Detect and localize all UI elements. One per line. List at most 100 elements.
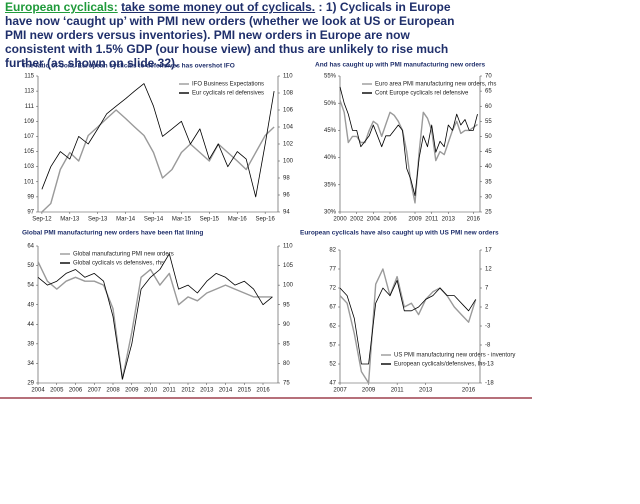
legend-label: Global manufacturing PMI new orders bbox=[73, 252, 174, 258]
y-tick-label: 59 bbox=[27, 263, 34, 269]
y-tick-label: 34 bbox=[27, 361, 34, 367]
y-tick-label: 67 bbox=[329, 305, 336, 311]
y-tick-label: 52 bbox=[329, 362, 336, 368]
heading-body: : 1) Cyclicals in Europe have now ‘caugh… bbox=[5, 0, 455, 70]
y-tick-label: 55% bbox=[324, 74, 337, 80]
x-tick-label: 2009 bbox=[125, 388, 139, 394]
x-tick-label: 2008 bbox=[106, 388, 120, 394]
x-tick-label: 2010 bbox=[144, 388, 158, 394]
y2-tick-label: 100 bbox=[283, 159, 294, 165]
y-tick-label: 101 bbox=[24, 179, 35, 185]
legend-label: US PMI manufacturing new orders - invent… bbox=[394, 353, 515, 359]
y2-tick-label: 106 bbox=[283, 108, 294, 114]
x-tick-label: 2009 bbox=[408, 217, 422, 223]
y-tick-label: 40% bbox=[324, 155, 337, 161]
x-tick-label: 2011 bbox=[163, 388, 177, 394]
chart-title: Global PMI manufacturing new orders have… bbox=[22, 230, 203, 237]
y-tick-label: 103 bbox=[24, 164, 35, 170]
y-tick-label: 82 bbox=[329, 248, 336, 254]
x-tick-label: 2016 bbox=[467, 217, 481, 223]
y2-tick-label: -18 bbox=[485, 381, 494, 387]
series-line bbox=[339, 99, 478, 204]
legend-label: IFO Business Expectations bbox=[192, 82, 264, 88]
x-tick-label: 2004 bbox=[367, 217, 381, 223]
x-tick-label: Sep-12 bbox=[32, 217, 52, 223]
y2-tick-label: 90 bbox=[283, 322, 290, 328]
x-tick-label: 2013 bbox=[442, 217, 456, 223]
legend-label: Euro area PMI manufacturing new orders, … bbox=[375, 82, 496, 88]
y2-tick-label: 2 bbox=[485, 305, 489, 311]
y-tick-label: 54 bbox=[27, 283, 34, 289]
y-tick-label: 35% bbox=[324, 182, 337, 188]
y-tick-label: 105 bbox=[24, 149, 35, 155]
header: European cyclicals: take some money out … bbox=[5, 0, 473, 70]
series-line bbox=[339, 280, 477, 365]
x-tick-label: 2000 bbox=[333, 217, 347, 223]
x-tick-label: 2016 bbox=[256, 388, 270, 394]
y2-tick-label: -8 bbox=[485, 343, 491, 349]
y-tick-label: 45% bbox=[324, 128, 337, 134]
x-tick-label: 2014 bbox=[219, 388, 233, 394]
y2-tick-label: 35 bbox=[485, 179, 492, 185]
y-tick-label: 107 bbox=[24, 134, 35, 140]
y2-tick-label: 45 bbox=[485, 149, 492, 155]
legend-label: Eur cyclicals rel defensives bbox=[192, 91, 264, 97]
y2-tick-label: 80 bbox=[283, 361, 290, 367]
x-tick-label: Sep-14 bbox=[144, 217, 164, 223]
y-tick-label: 97 bbox=[27, 210, 34, 216]
y-tick-label: 29 bbox=[27, 381, 34, 387]
legend-label: European cyclicals/defensives, lhs bbox=[394, 362, 485, 368]
y-tick-label: 30% bbox=[324, 210, 337, 216]
series-line bbox=[37, 253, 273, 380]
x-tick-label: Sep-13 bbox=[88, 217, 108, 223]
y2-tick-label: 50 bbox=[485, 134, 492, 140]
x-tick-label: 2004 bbox=[31, 388, 45, 394]
x-tick-label: Mar-15 bbox=[172, 217, 192, 223]
y-tick-label: 115 bbox=[24, 74, 34, 80]
x-tick-label: 2011 bbox=[391, 388, 405, 394]
x-tick-label: 2012 bbox=[181, 388, 195, 394]
y2-tick-label: 55 bbox=[485, 119, 492, 125]
y2-tick-label: 98 bbox=[283, 176, 290, 182]
y-tick-label: 109 bbox=[24, 119, 35, 125]
x-tick-label: Sep-15 bbox=[200, 217, 220, 223]
x-tick-label: 2016 bbox=[462, 388, 476, 394]
x-tick-label: 2007 bbox=[88, 388, 102, 394]
series-line bbox=[37, 261, 273, 380]
y2-tick-label: 110 bbox=[283, 74, 293, 80]
y-tick-label: 39 bbox=[27, 341, 34, 347]
x-tick-label: Mar-13 bbox=[60, 217, 80, 223]
y2-tick-label: 70 bbox=[485, 74, 492, 80]
x-tick-label: Sep-16 bbox=[255, 217, 275, 223]
series-line bbox=[41, 109, 275, 213]
y2-tick-label: 75 bbox=[283, 381, 290, 387]
y2-tick-label: 95 bbox=[283, 302, 290, 308]
y-tick-label: 44 bbox=[27, 322, 34, 328]
x-tick-label: 2011 bbox=[425, 217, 439, 223]
x-tick-label: 2006 bbox=[69, 388, 83, 394]
y2-tick-label: 96 bbox=[283, 193, 290, 199]
chart-title: And has caught up with PMI manufacturing… bbox=[315, 62, 485, 69]
x-tick-label: Mar-14 bbox=[116, 217, 136, 223]
y-tick-label: 77 bbox=[329, 267, 336, 273]
heading-lead: European cyclicals: bbox=[5, 0, 118, 14]
y2-tick-label: 12 bbox=[485, 267, 492, 273]
y2-tick-label: 85 bbox=[283, 341, 290, 347]
y2-tick-label: -13 bbox=[485, 362, 494, 368]
x-tick-label: 2007 bbox=[333, 388, 347, 394]
y2-tick-label: 100 bbox=[283, 283, 294, 289]
x-tick-label: 2015 bbox=[238, 388, 252, 394]
y2-tick-label: 105 bbox=[283, 263, 294, 269]
y-tick-label: 111 bbox=[25, 104, 35, 110]
series-line bbox=[41, 83, 275, 198]
y2-tick-label: 108 bbox=[283, 91, 294, 97]
x-tick-label: 2005 bbox=[50, 388, 64, 394]
series-line bbox=[339, 86, 478, 197]
y2-tick-label: 65 bbox=[485, 89, 492, 95]
x-tick-label: 2013 bbox=[200, 388, 214, 394]
series-line bbox=[339, 268, 477, 384]
y2-tick-label: 40 bbox=[485, 164, 492, 170]
y2-tick-label: 110 bbox=[283, 244, 293, 250]
